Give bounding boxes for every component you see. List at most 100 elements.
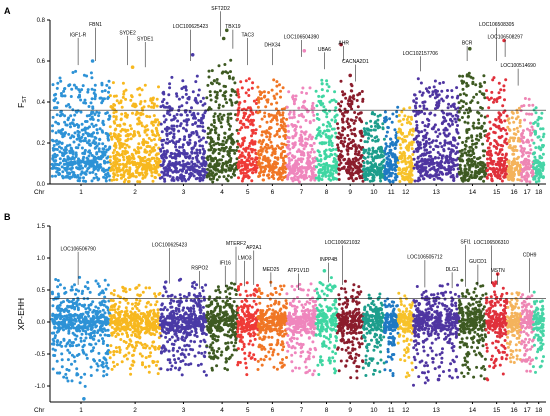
data-point (430, 157, 434, 161)
data-point (465, 81, 469, 85)
data-point (76, 174, 80, 177)
data-point (540, 111, 544, 115)
data-point (410, 147, 414, 151)
data-point (337, 178, 341, 181)
data-point (160, 164, 164, 168)
data-point (250, 150, 254, 154)
data-point (137, 155, 141, 159)
data-point (364, 131, 368, 135)
data-point (451, 173, 455, 177)
data-point (135, 110, 139, 114)
data-point (193, 144, 197, 147)
data-point (458, 93, 462, 97)
data-point (209, 93, 212, 97)
data-point (447, 102, 451, 106)
data-point (76, 160, 80, 164)
data-point (329, 178, 333, 182)
data-point (450, 95, 454, 99)
data-point (455, 86, 459, 90)
data-point (398, 143, 402, 147)
data-point (76, 125, 80, 129)
data-point (207, 75, 211, 79)
data-point (113, 108, 116, 112)
data-point (106, 366, 110, 370)
data-point (384, 152, 388, 156)
data-point (168, 105, 171, 109)
data-point (92, 316, 96, 320)
data-point (93, 88, 97, 92)
data-point (184, 88, 188, 92)
data-point (420, 157, 424, 161)
data-point (312, 118, 316, 122)
data-point (440, 145, 444, 149)
data-point (362, 151, 366, 155)
data-point (187, 177, 190, 181)
data-point (418, 141, 422, 145)
data-point (77, 95, 80, 99)
data-point (267, 146, 271, 150)
data-point (178, 137, 182, 141)
data-point (416, 179, 420, 183)
data-point (214, 95, 218, 99)
data-point (523, 118, 527, 122)
data-point (180, 151, 184, 155)
data-point (315, 104, 319, 108)
data-point (446, 160, 450, 164)
data-point (105, 83, 109, 87)
data-point (55, 86, 59, 90)
data-point (112, 156, 116, 160)
data-point (469, 158, 473, 162)
data-point (83, 126, 87, 130)
data-point (341, 129, 345, 133)
data-point (440, 89, 444, 93)
data-point (437, 93, 441, 97)
data-point (465, 73, 469, 77)
data-point (116, 174, 120, 177)
data-point (229, 93, 233, 97)
data-point (50, 331, 54, 335)
data-point (537, 115, 541, 119)
data-point (70, 163, 74, 167)
data-point (319, 159, 323, 163)
data-point (375, 135, 379, 139)
data-point (64, 372, 68, 376)
data-point (430, 140, 434, 144)
data-point (434, 144, 438, 148)
data-point (227, 166, 231, 170)
data-point (196, 112, 200, 116)
data-point (96, 312, 100, 316)
data-point (195, 151, 199, 155)
data-point (109, 162, 113, 166)
data-point (349, 176, 353, 180)
data-point (262, 173, 266, 177)
data-point (516, 130, 520, 133)
data-point (398, 168, 402, 172)
data-point (60, 94, 64, 98)
data-point (88, 149, 91, 153)
data-point (515, 157, 519, 161)
data-point (226, 179, 230, 183)
data-point (385, 162, 389, 166)
data-point (94, 172, 98, 176)
data-point (133, 105, 137, 109)
data-point (427, 164, 431, 168)
data-point (323, 168, 327, 172)
data-point (111, 81, 115, 85)
data-point (145, 114, 149, 118)
x-tick-label: 10 (370, 189, 378, 196)
data-point (534, 171, 538, 175)
data-point (82, 176, 85, 180)
data-point (128, 166, 132, 170)
data-point (157, 85, 160, 89)
data-point (497, 81, 501, 85)
data-point (208, 90, 212, 94)
data-point (93, 83, 97, 87)
data-point (388, 145, 392, 148)
data-point (150, 138, 153, 142)
data-point (385, 156, 389, 160)
data-point (221, 155, 225, 158)
data-point (117, 163, 121, 167)
data-point (496, 163, 500, 167)
data-point (379, 179, 383, 183)
data-point (326, 166, 330, 170)
